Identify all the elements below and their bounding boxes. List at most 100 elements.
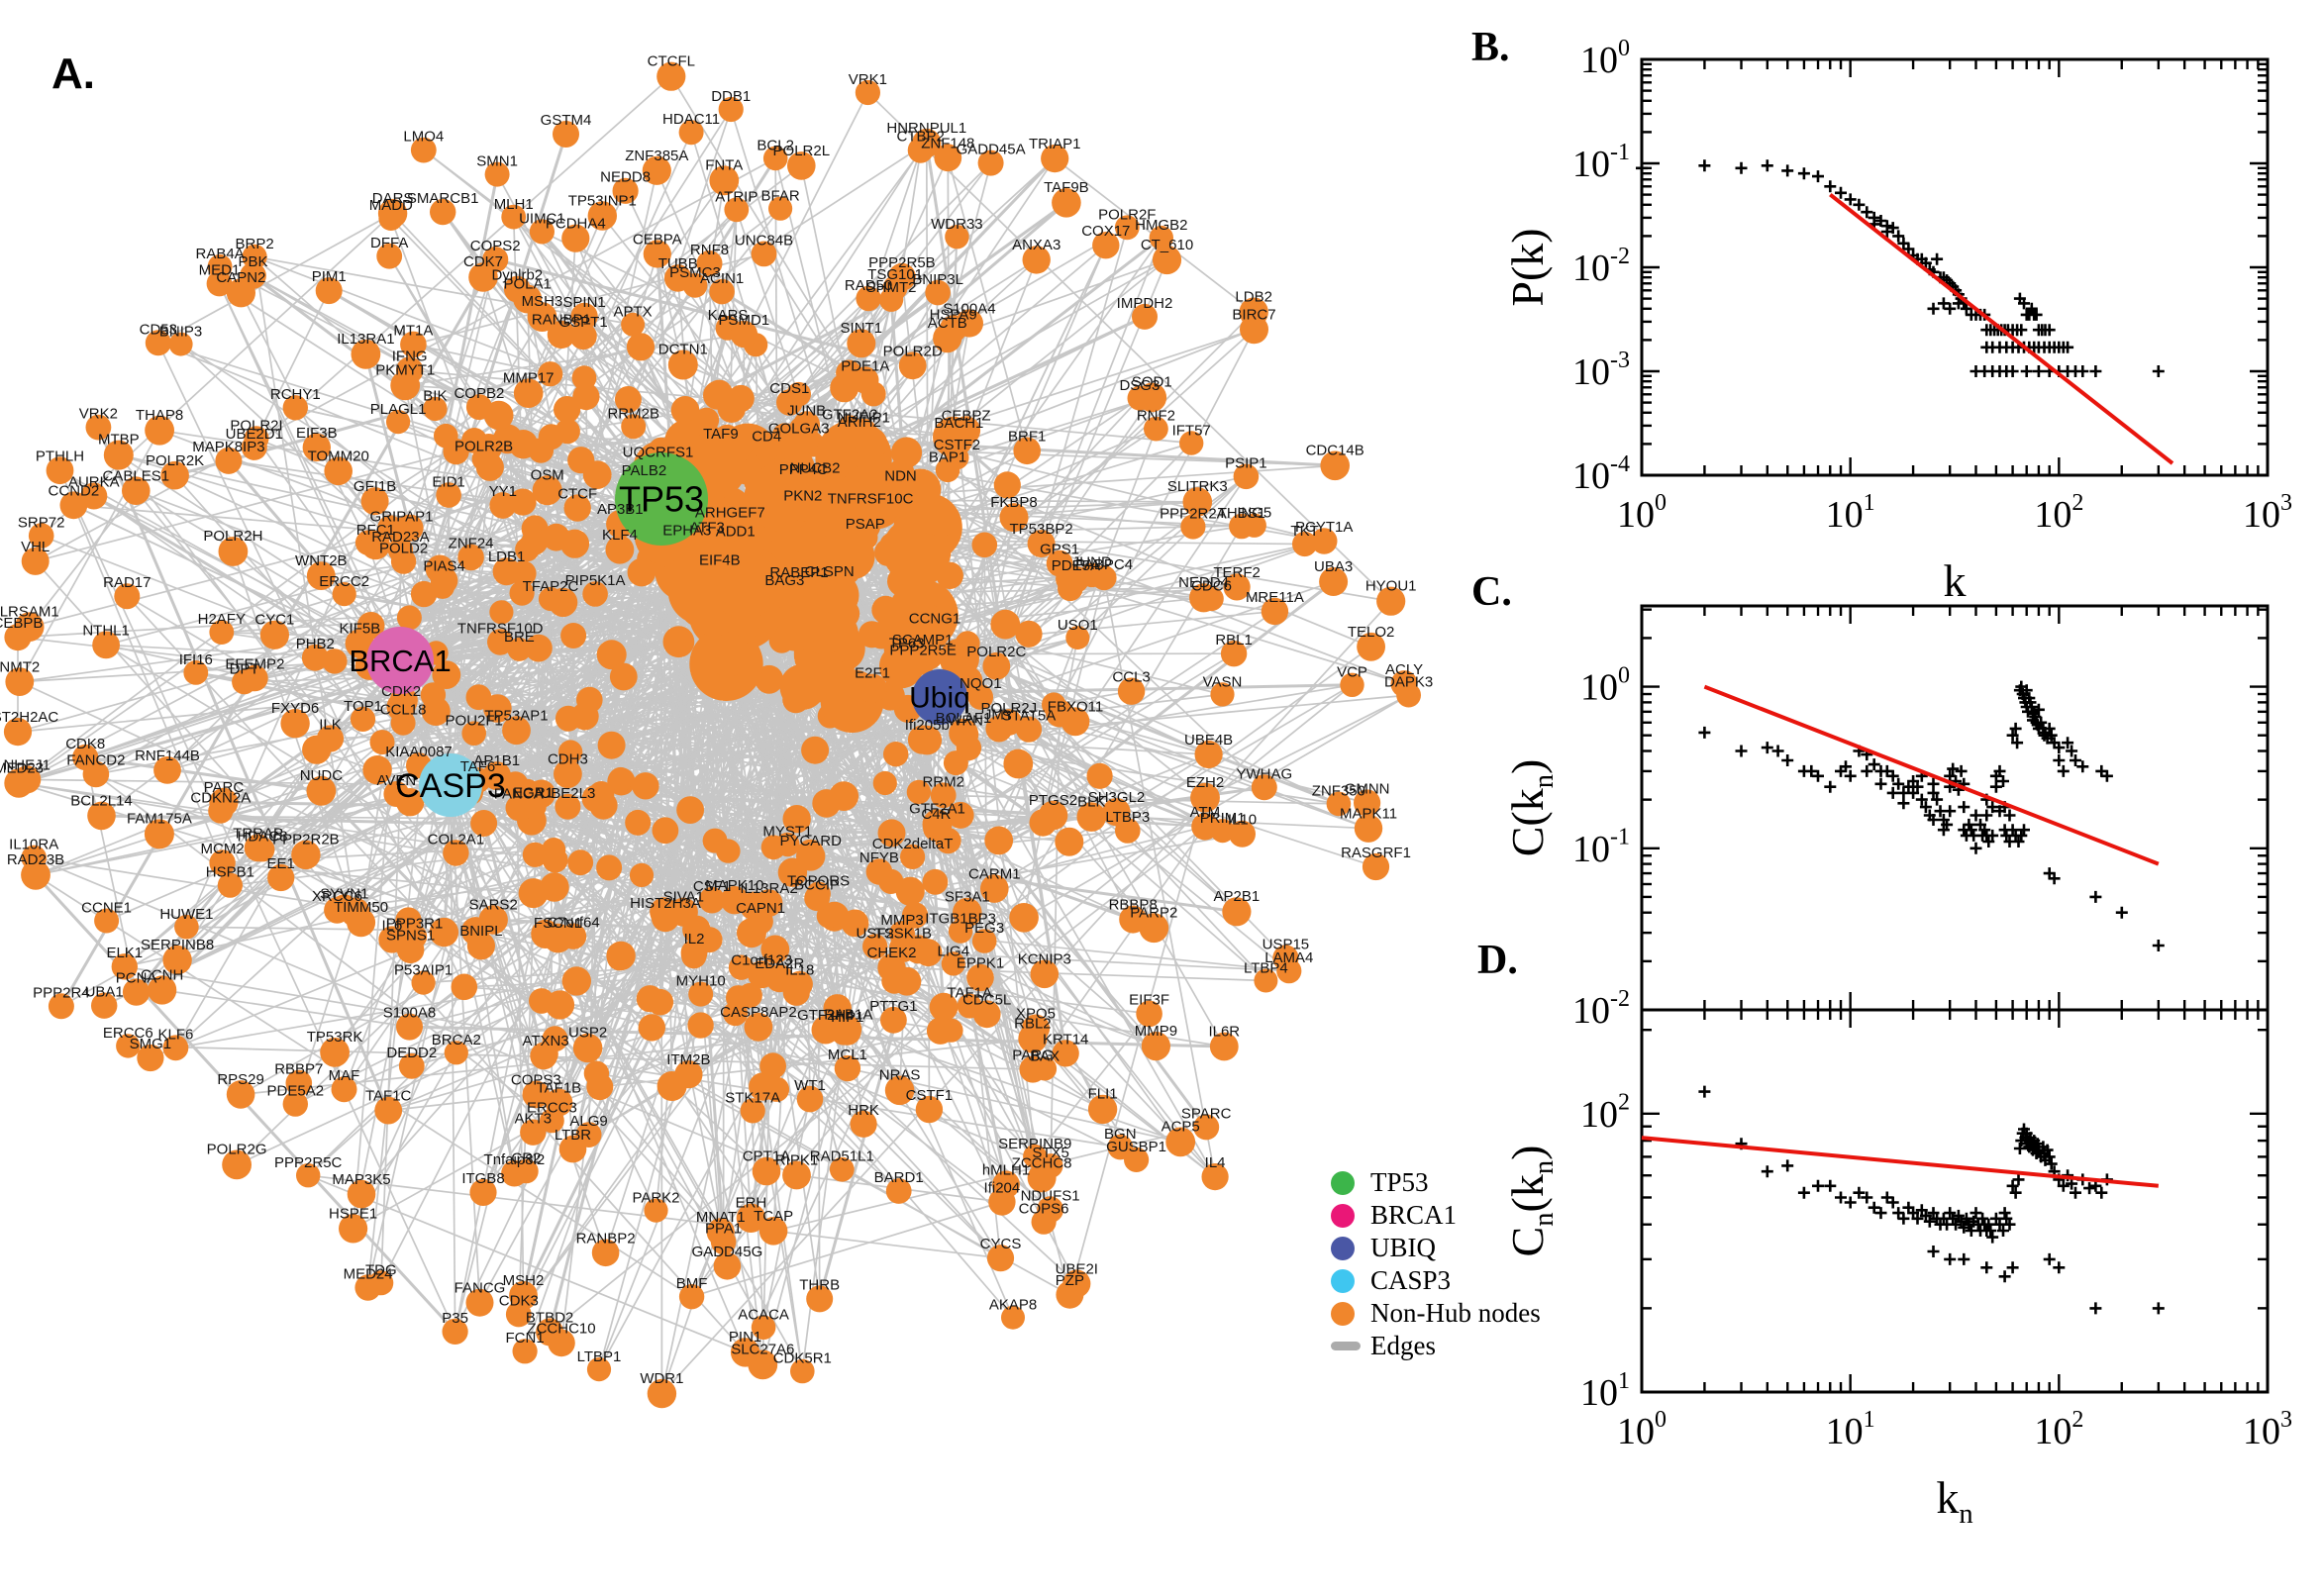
gene-label: IL6 [381, 917, 402, 934]
network-edge [253, 75, 672, 449]
network-edge [534, 346, 642, 543]
gene-label: ITGB1BP3 [925, 910, 996, 927]
gene-label: NHEJ1 [3, 756, 50, 773]
network-node [443, 840, 469, 866]
gene-label: UBA3 [1314, 558, 1353, 575]
gene-label: AURKA [68, 474, 120, 491]
gene-label: THBS1 [1218, 505, 1265, 522]
axis-label: C(kn) [1502, 759, 1560, 857]
gene-label: UBA1 [85, 984, 124, 1001]
network-node [377, 198, 408, 229]
network-node [242, 244, 267, 269]
network-edge [1032, 826, 1206, 1070]
network-edge [450, 784, 481, 1303]
ubiq-color-dot [1331, 1236, 1355, 1260]
gene-label: HIST2H2AC [0, 709, 58, 726]
gene-label: ACTB [928, 315, 967, 332]
tick-label: 10-1 [1572, 140, 1630, 185]
network-node [280, 709, 310, 739]
network-node [1222, 897, 1252, 927]
network-node [320, 1038, 350, 1067]
gene-label: BFAR [761, 188, 800, 205]
gene-label: PDE1A [841, 357, 889, 374]
network-edge [35, 784, 452, 876]
gene-label: UNC84B [735, 233, 793, 249]
network-node [362, 755, 392, 785]
network-edge [195, 671, 1206, 828]
tick-label: 102 [2034, 490, 2083, 536]
network-node [884, 1075, 915, 1106]
gene-label: CHEK2 [866, 945, 916, 961]
gene-label: BIK [423, 388, 447, 405]
gene-label: PPP2R2B [272, 832, 340, 848]
network-node [483, 694, 512, 723]
scatter-point [1636, 159, 2165, 377]
network-node [749, 1072, 777, 1101]
gene-label: IL18 [785, 962, 814, 979]
gene-label: KIF5B [340, 620, 381, 637]
gene-label: HYOU1 [1365, 578, 1417, 595]
brca1-color-dot [1331, 1203, 1355, 1228]
network-node [398, 1052, 425, 1079]
tick-label: 100 [1617, 490, 1666, 536]
gene-label: DAPK3 [1384, 674, 1433, 691]
network-node [85, 414, 112, 441]
gene-label: HSPE1 [329, 1205, 377, 1222]
network-node [48, 993, 74, 1020]
network-edge [35, 732, 474, 876]
network-node [282, 395, 308, 421]
gene-label: BTBD2 [526, 1310, 573, 1327]
network-node [465, 394, 492, 421]
network-edge [399, 659, 1052, 1211]
network-node [605, 535, 635, 564]
network-node [183, 660, 209, 685]
gene-label: JUND [1072, 554, 1112, 571]
gene-label: POLR2D [883, 343, 943, 359]
gene-label: MAPK10 [705, 877, 763, 894]
gene-label: ATM [1190, 804, 1221, 821]
network-node [402, 924, 428, 949]
gene-label: CSTF1 [906, 1087, 954, 1104]
hub-node-brca1 [366, 627, 434, 694]
gene-label: CDK5R1 [773, 1350, 832, 1367]
network-node [1179, 431, 1204, 455]
gene-label: PARC [204, 779, 245, 796]
network-node [507, 637, 532, 661]
gene-label: BLK [1077, 793, 1105, 810]
network-node [582, 581, 608, 607]
network-node [576, 686, 603, 714]
gene-label: KRT14 [1043, 1031, 1088, 1047]
network-node [563, 494, 591, 522]
gene-label: HNRNPUL1 [886, 120, 966, 137]
network-node [933, 324, 962, 353]
network-node [632, 772, 659, 800]
gene-label: EPHA3 [662, 523, 711, 540]
network-node [934, 144, 962, 172]
gene-label: LTBR [555, 1127, 591, 1144]
network-node [906, 779, 932, 805]
gene-label: PRIM1 [1200, 810, 1246, 827]
gene-label: SH3GL2 [1088, 789, 1146, 806]
gene-label: E2F1 [855, 665, 890, 682]
gene-label: STAT5A [1002, 708, 1056, 725]
network-node [1136, 1000, 1162, 1028]
gene-label: GTF2A1 [909, 801, 965, 818]
network-node [567, 849, 594, 876]
network-node [162, 1035, 189, 1061]
tp53-color-dot [1331, 1170, 1355, 1195]
gene-label: CSF1 [693, 878, 731, 895]
gene-label: CEBPA [633, 231, 682, 248]
network-node [1030, 959, 1060, 989]
network-node [1354, 814, 1383, 843]
gene-label: ILK [319, 716, 342, 733]
network-node [222, 1149, 252, 1180]
network-node [145, 415, 175, 446]
gene-label: BRP2 [236, 236, 274, 252]
network-node [553, 121, 579, 148]
network-node [1086, 762, 1113, 789]
gene-label: RABEP1 [769, 564, 828, 581]
network-node [939, 638, 980, 679]
legend-label: CASP3 [1370, 1265, 1452, 1295]
network-node [489, 600, 514, 625]
